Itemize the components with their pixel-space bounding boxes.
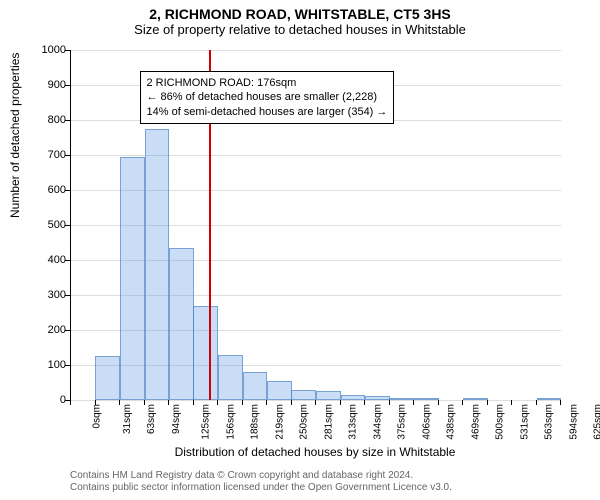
histogram-bar	[341, 395, 366, 400]
x-tick-label: 31sqm	[122, 404, 133, 434]
histogram-bar	[414, 398, 439, 400]
x-tick-mark	[242, 400, 243, 405]
x-tick-mark	[266, 400, 267, 405]
y-tick-label: 1000	[42, 44, 66, 56]
x-tick-label: 94sqm	[171, 404, 182, 434]
x-tick-label: 406sqm	[421, 404, 432, 440]
histogram-bar	[145, 129, 170, 400]
x-tick-label: 0sqm	[91, 404, 102, 428]
x-tick-label: 500sqm	[495, 404, 506, 440]
plot-area: 2 RICHMOND ROAD: 176sqm← 86% of detached…	[70, 50, 561, 401]
x-tick-label: 625sqm	[593, 404, 600, 440]
x-tick-mark	[217, 400, 218, 405]
chart-title-subtitle: Size of property relative to detached ho…	[0, 22, 600, 41]
x-tick-label: 156sqm	[225, 404, 236, 440]
x-tick-mark	[438, 400, 439, 405]
x-tick-mark	[144, 400, 145, 405]
x-tick-label: 563sqm	[544, 404, 555, 440]
x-tick-label: 188sqm	[250, 404, 261, 440]
gridline-y	[71, 50, 561, 51]
footer-line-1: Contains HM Land Registry data © Crown c…	[70, 470, 560, 482]
x-tick-label: 375sqm	[397, 404, 408, 440]
annotation-box: 2 RICHMOND ROAD: 176sqm← 86% of detached…	[140, 71, 395, 124]
x-tick-label: 469sqm	[470, 404, 481, 440]
x-tick-mark	[168, 400, 169, 405]
histogram-bar	[291, 390, 316, 401]
footer-line-2: Contains public sector information licen…	[70, 482, 560, 494]
x-tick-mark	[560, 400, 561, 405]
x-tick-label: 594sqm	[568, 404, 579, 440]
x-tick-label: 219sqm	[274, 404, 285, 440]
x-tick-mark	[315, 400, 316, 405]
footer-attribution: Contains HM Land Registry data © Crown c…	[70, 470, 560, 494]
x-tick-mark	[340, 400, 341, 405]
x-tick-mark	[462, 400, 463, 405]
chart-title-address: 2, RICHMOND ROAD, WHITSTABLE, CT5 3HS	[0, 0, 600, 22]
x-tick-mark	[487, 400, 488, 405]
histogram-bar	[267, 381, 292, 400]
x-tick-mark	[70, 400, 71, 405]
y-tick-label: 800	[48, 114, 66, 126]
histogram-bar	[463, 398, 488, 400]
x-tick-label: 250sqm	[299, 404, 310, 440]
histogram-bar	[243, 372, 268, 400]
x-tick-mark	[389, 400, 390, 405]
y-tick-label: 0	[60, 394, 66, 406]
x-tick-label: 125sqm	[201, 404, 212, 440]
histogram-bar	[365, 396, 390, 400]
annotation-line: ← 86% of detached houses are smaller (2,…	[147, 90, 388, 104]
x-tick-mark	[364, 400, 365, 405]
histogram-bar	[169, 248, 194, 400]
x-tick-mark	[536, 400, 537, 405]
x-tick-mark	[119, 400, 120, 405]
annotation-line: 2 RICHMOND ROAD: 176sqm	[147, 76, 388, 90]
y-tick-label: 500	[48, 219, 66, 231]
x-tick-mark	[291, 400, 292, 405]
y-tick-label: 700	[48, 149, 66, 161]
y-tick-label: 300	[48, 289, 66, 301]
x-tick-label: 313sqm	[348, 404, 359, 440]
histogram-bar	[316, 391, 341, 400]
histogram-bar	[95, 356, 120, 400]
y-tick-label: 400	[48, 254, 66, 266]
x-tick-label: 63sqm	[146, 404, 157, 434]
histogram-bar	[218, 355, 243, 401]
y-tick-label: 900	[48, 79, 66, 91]
x-tick-label: 438sqm	[446, 404, 457, 440]
x-tick-mark	[193, 400, 194, 405]
gridline-y	[71, 400, 561, 401]
x-tick-label: 531sqm	[519, 404, 530, 440]
y-tick-label: 600	[48, 184, 66, 196]
x-tick-label: 344sqm	[372, 404, 383, 440]
x-tick-mark	[413, 400, 414, 405]
histogram-bar	[389, 398, 414, 400]
y-tick-label: 200	[48, 324, 66, 336]
histogram-bar	[120, 157, 145, 400]
annotation-line: 14% of semi-detached houses are larger (…	[147, 105, 388, 119]
x-tick-label: 281sqm	[323, 404, 334, 440]
x-tick-mark	[511, 400, 512, 405]
y-tick-label: 100	[48, 359, 66, 371]
x-axis-label: Distribution of detached houses by size …	[70, 445, 560, 459]
histogram-bar	[193, 306, 218, 401]
y-axis-label: Number of detached properties	[8, 53, 22, 218]
histogram-bar	[537, 398, 562, 400]
x-tick-mark	[95, 400, 96, 405]
